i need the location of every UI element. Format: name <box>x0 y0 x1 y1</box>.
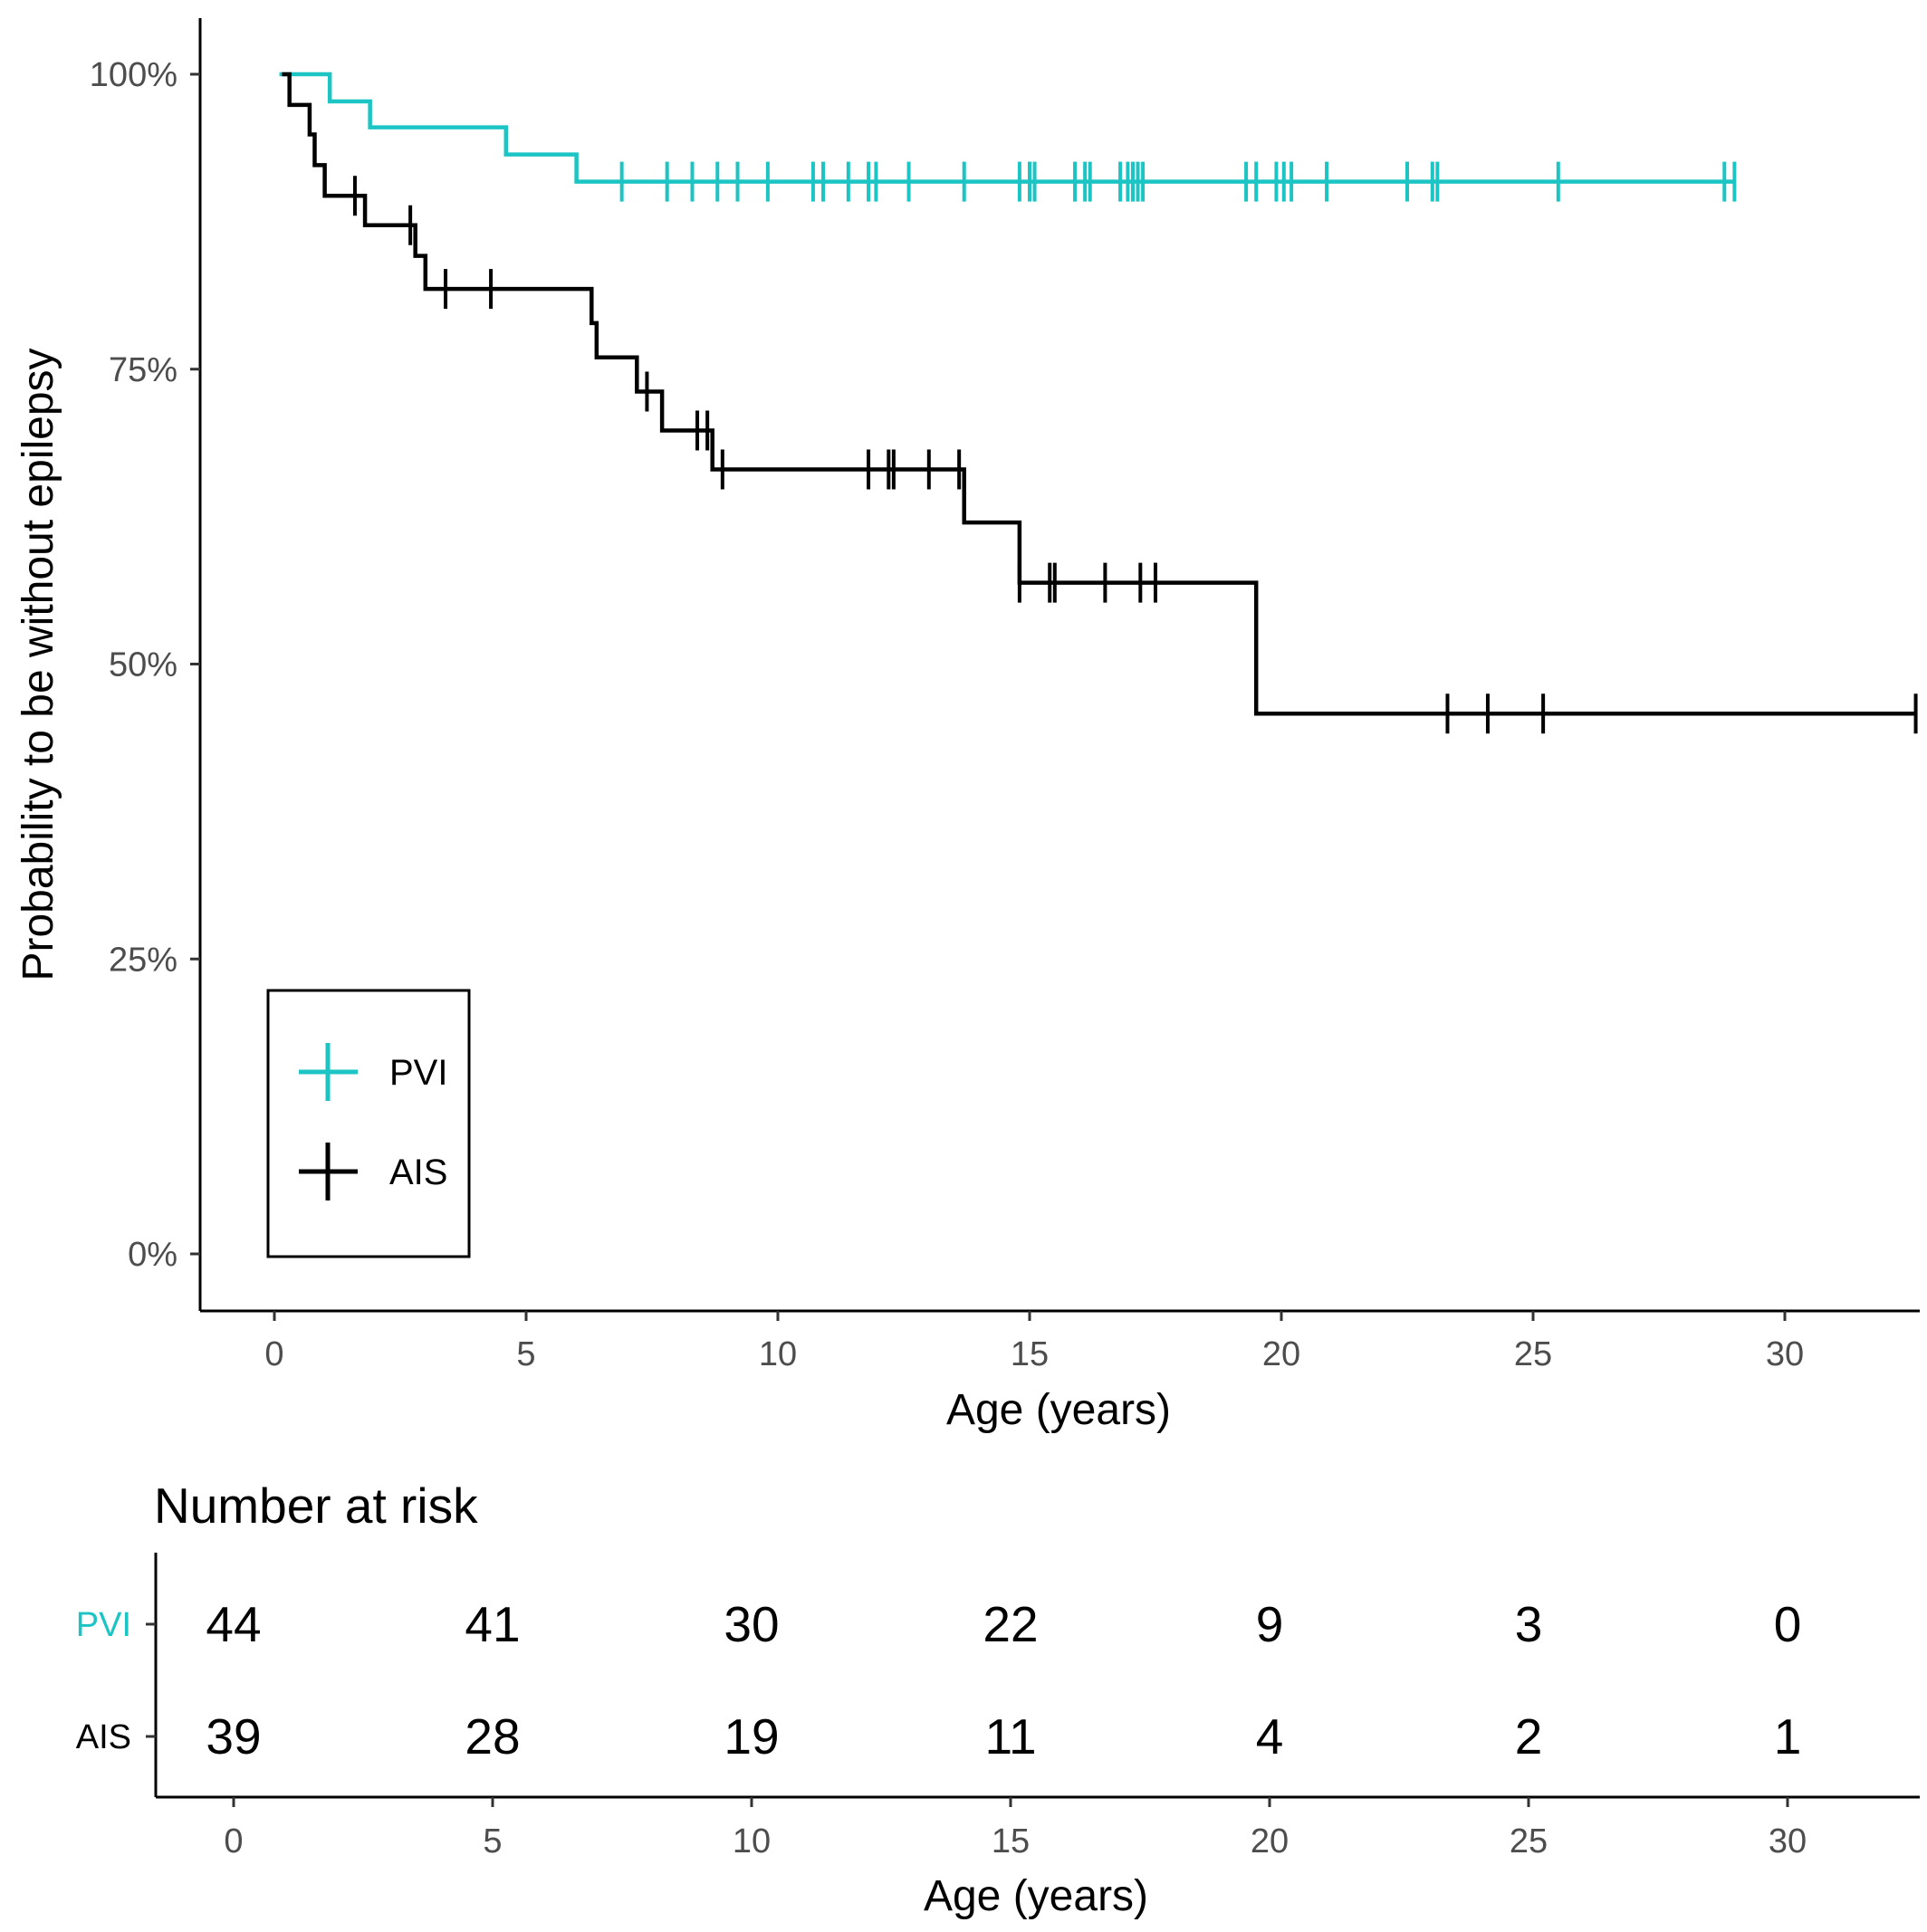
risk-count: 41 <box>465 1596 520 1652</box>
x-tick-label: 0 <box>264 1335 283 1373</box>
legend: PVI AIS <box>268 990 469 1257</box>
risk-count: 30 <box>724 1596 779 1652</box>
risk-x-tick-label: 0 <box>224 1822 243 1860</box>
risk-row-ais: AIS 39 28 19 11 4 2 1 <box>76 1708 1802 1765</box>
km-figure: 0% 25% 50% 75% 100% 0 5 10 15 20 25 30 Age (years)… <box>0 0 1927 1927</box>
y-tick-label: 75% <box>109 351 177 389</box>
risk-x-tick-label: 25 <box>1510 1822 1548 1860</box>
risk-x-axis-ticks: 0 5 10 15 20 25 30 <box>224 1797 1807 1860</box>
risk-count: 0 <box>1774 1596 1802 1652</box>
risk-count: 22 <box>983 1596 1038 1652</box>
x-tick-label: 10 <box>759 1335 797 1373</box>
y-tick-label: 100% <box>90 56 177 94</box>
x-axis-ticks: 0 5 10 15 20 25 30 <box>264 1311 1804 1373</box>
survival-curves <box>280 74 1916 733</box>
risk-count: 4 <box>1256 1708 1284 1765</box>
y-axis-title: Probability to be without epilepsy <box>14 348 62 980</box>
x-tick-label: 15 <box>1011 1335 1049 1373</box>
y-axis-ticks: 0% 25% 50% 75% 100% <box>90 56 200 1274</box>
risk-count: 44 <box>206 1596 261 1652</box>
x-axis-title: Age (years) <box>946 1386 1171 1434</box>
risk-count: 39 <box>206 1708 261 1765</box>
risk-count: 19 <box>724 1708 779 1765</box>
risk-x-tick-label: 30 <box>1769 1822 1807 1860</box>
km-chart-svg: 0%25%50%75%100% 0 5 10 15 20 25 30 Age (years)… <box>0 0 1927 1927</box>
risk-row-label: PVI <box>76 1606 131 1644</box>
survival-line-ais <box>282 74 1915 713</box>
survival-line-pvi <box>280 74 1735 182</box>
series-pvi <box>280 74 1735 202</box>
x-tick-label: 20 <box>1262 1335 1300 1373</box>
risk-count: 2 <box>1515 1708 1543 1765</box>
risk-x-tick-label: 15 <box>992 1822 1030 1860</box>
legend-box <box>268 990 469 1257</box>
risk-count: 3 <box>1515 1596 1543 1652</box>
y-tick-label: 0% <box>128 1236 177 1274</box>
risk-x-axis-title: Age (years) <box>924 1872 1148 1920</box>
risk-x-tick-label: 10 <box>733 1822 771 1860</box>
risk-x-tick-label: 20 <box>1251 1822 1289 1860</box>
risk-count: 11 <box>984 1708 1036 1765</box>
x-tick-label: 30 <box>1766 1335 1804 1373</box>
risk-row-pvi: PVI 44 41 30 22 9 3 0 <box>76 1596 1802 1652</box>
legend-label: AIS <box>389 1153 447 1192</box>
y-tick-label: 50% <box>109 646 177 684</box>
x-tick-label: 5 <box>516 1335 535 1373</box>
risk-table-title: Number at risk <box>154 1478 478 1534</box>
x-tick-label: 25 <box>1514 1335 1552 1373</box>
risk-x-tick-label: 5 <box>483 1822 502 1860</box>
risk-count: 28 <box>465 1708 520 1765</box>
legend-label: PVI <box>389 1053 447 1093</box>
series-ais <box>282 74 1915 733</box>
risk-row-label: AIS <box>76 1718 131 1756</box>
risk-count: 1 <box>1774 1708 1802 1765</box>
risk-count: 9 <box>1256 1596 1284 1652</box>
y-tick-label: 25% <box>109 941 177 979</box>
survival-plot: 0% 25% 50% 75% 100% 0 5 10 15 20 25 30 Age (years)… <box>14 18 1920 1434</box>
